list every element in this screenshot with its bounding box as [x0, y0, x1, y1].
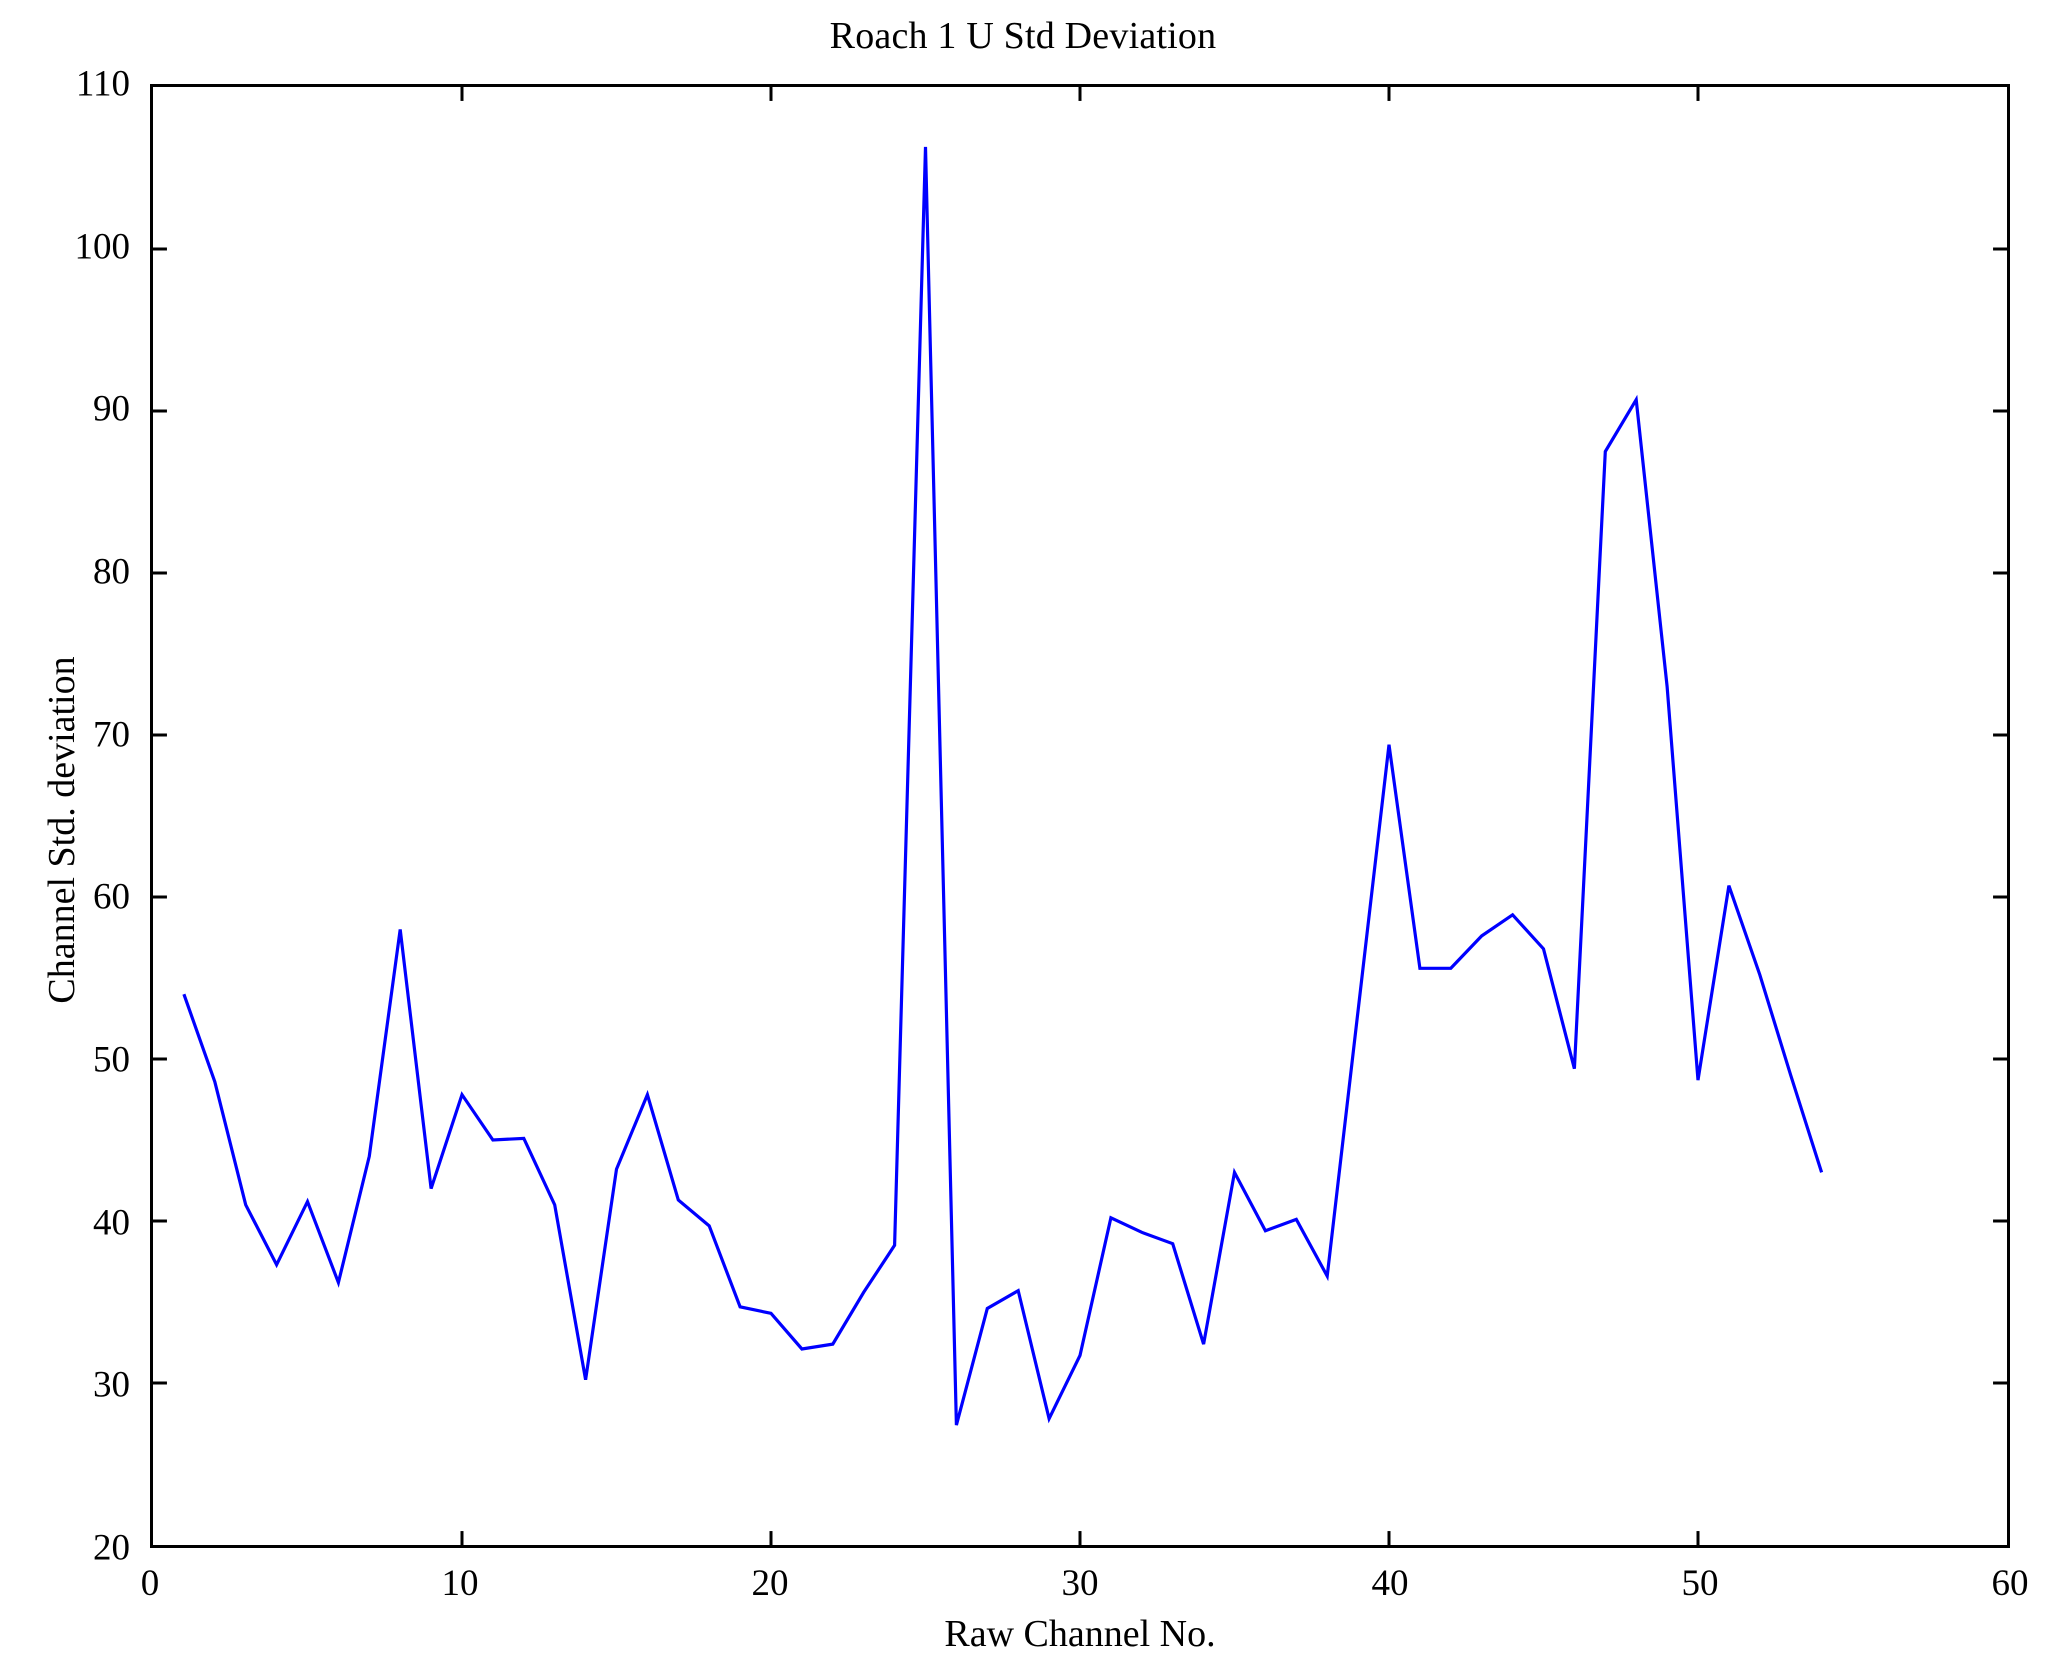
x-tick-label-30: 30: [1061, 1563, 1099, 1604]
y-tick-label-90: 90: [93, 388, 130, 430]
plot-svg: [153, 87, 2007, 1545]
y-tick-label-40: 40: [93, 1202, 130, 1244]
y-tick-label-70: 70: [93, 714, 130, 756]
x-tick-label-40: 40: [1371, 1563, 1409, 1604]
y-tick-label-60: 60: [93, 876, 130, 918]
y-axis-tick-labels: 20 30 40 50 60 70 80 90 100 110: [0, 0, 150, 1671]
y-tick-label-100: 100: [74, 226, 131, 268]
x-tick-label-0: 0: [140, 1563, 160, 1604]
y-axis-title: Channel Std. deviation: [41, 656, 83, 1004]
y-tick-label-110: 110: [75, 63, 130, 105]
plot-area: [150, 84, 2010, 1548]
y-axis-title-wrap: Channel Std. deviation: [12, 0, 83, 1671]
x-tick-label-10: 10: [441, 1563, 479, 1604]
y-tick-label-50: 50: [93, 1039, 130, 1081]
y-tick-label-30: 30: [93, 1364, 130, 1406]
y-tick-label-80: 80: [93, 551, 130, 593]
y-tick-label-20: 20: [93, 1527, 130, 1569]
x-tick-label-20: 20: [751, 1563, 789, 1604]
x-axis-title: Raw Channel No.: [944, 1613, 1216, 1655]
data-series-line: [182, 146, 1824, 1426]
x-tick-label-50: 50: [1681, 1563, 1719, 1604]
tick-marks-group: [153, 87, 2007, 1545]
chart-title: Roach 1 U Std Deviation: [829, 15, 1217, 57]
x-tick-label-60: 60: [1991, 1563, 2029, 1604]
